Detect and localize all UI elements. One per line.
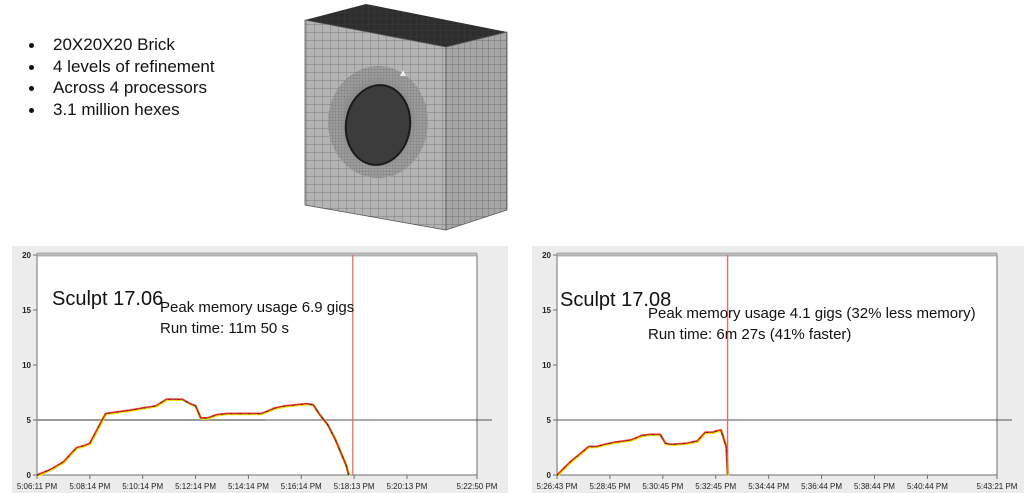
chart-panel-17-06: 0 5 10 15 20 5:06:11 PM 5:08:14 PM 5:10:14 PM 5:… [12,246,508,493]
svg-text:5:20:13 PM: 5:20:13 PM [387,482,428,491]
bullet-item: Across 4 processors [26,77,215,99]
svg-text:5: 5 [547,416,552,425]
svg-text:5:16:14 PM: 5:16:14 PM [281,482,322,491]
svg-text:5:10:14 PM: 5:10:14 PM [122,482,163,491]
bullet-text: 3.1 million hexes [53,99,180,119]
svg-text:5:22:50 PM: 5:22:50 PM [457,482,498,491]
svg-text:20: 20 [542,251,551,260]
mesh-cube-icon [304,4,508,231]
bullet-item: 20X20X20 Brick [26,34,215,56]
svg-text:5:40:44 PM: 5:40:44 PM [907,482,948,491]
svg-text:5:12:14 PM: 5:12:14 PM [175,482,216,491]
bullet-text: Across 4 processors [53,78,207,97]
svg-text:20: 20 [22,251,31,260]
svg-text:15: 15 [22,306,31,315]
peak-memory-note: Peak memory usage 6.9 gigs [160,299,355,316]
svg-text:5:34:44 PM: 5:34:44 PM [748,482,789,491]
bullet-item: 4 levels of refinement [26,56,215,78]
svg-text:5:18:13 PM: 5:18:13 PM [334,482,375,491]
svg-text:0: 0 [27,471,32,480]
svg-text:5:43:21 PM: 5:43:21 PM [977,482,1018,491]
bullet-icon [29,43,34,48]
svg-text:5:26:43 PM: 5:26:43 PM [537,482,578,491]
svg-text:10: 10 [542,361,551,370]
svg-text:5:06:11 PM: 5:06:11 PM [17,482,58,491]
svg-text:10: 10 [22,361,31,370]
memory-chart-17-06: 0 5 10 15 20 5:06:11 PM 5:08:14 PM 5:10:14 PM 5:… [17,251,498,491]
run-time-note: Run time: 11m 50 s [160,320,289,337]
memory-chart-17-08: 0 5 10 15 20 5:26:43 PM 5:28:45 PM 5:30:45 PM 5:… [537,251,1018,491]
chart-panel-17-08: 0 5 10 15 20 5:26:43 PM 5:28:45 PM 5:30:45 PM 5:… [532,246,1024,493]
svg-text:5:32:45 PM: 5:32:45 PM [695,482,736,491]
svg-text:15: 15 [542,306,551,315]
svg-text:5:38:44 PM: 5:38:44 PM [854,482,895,491]
chart-title: Sculpt 17.06 [52,288,164,310]
mesh-cube-image [290,0,520,240]
bullet-icon [29,107,34,113]
chart-title: Sculpt 17.08 [560,289,672,311]
bullet-text: 20X20X20 Brick [53,35,175,54]
svg-text:5:30:45 PM: 5:30:45 PM [642,482,683,491]
svg-text:5: 5 [27,416,32,425]
bullet-text: 4 levels of refinement [53,56,215,76]
feature-bullet-list: 20X20X20 Brick 4 levels of refinement Ac… [26,34,215,120]
bullet-icon [29,86,34,91]
svg-text:5:36:44 PM: 5:36:44 PM [801,482,842,491]
svg-text:5:28:45 PM: 5:28:45 PM [589,482,630,491]
svg-text:0: 0 [547,471,552,480]
svg-text:5:14:14 PM: 5:14:14 PM [228,482,269,491]
peak-memory-note: Peak memory usage 4.1 gigs (32% less mem… [648,305,976,322]
bullet-item: 3.1 million hexes [26,99,215,121]
bullet-icon [29,64,34,70]
run-time-note: Run time: 6m 27s (41% faster) [648,326,852,343]
svg-text:5:08:14 PM: 5:08:14 PM [69,482,110,491]
